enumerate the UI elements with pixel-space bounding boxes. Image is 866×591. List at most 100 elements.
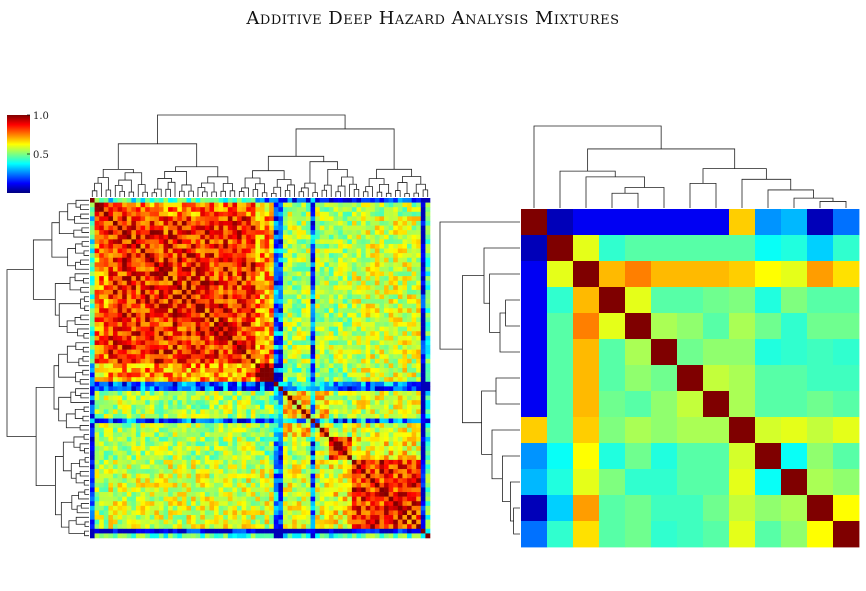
heatmap-cell	[204, 303, 210, 309]
heatmap-cell	[351, 248, 357, 254]
heatmap-cell	[292, 469, 298, 474]
heatmap-cell	[310, 363, 316, 369]
heatmap-cell	[269, 354, 275, 360]
heatmap-cell	[108, 216, 114, 222]
heatmap-cell	[407, 432, 412, 438]
heatmap-cell	[250, 308, 256, 314]
heatmap-cell	[370, 239, 376, 245]
heatmap-cell	[388, 349, 394, 355]
heatmap-cell	[209, 404, 215, 410]
heatmap-cell	[425, 289, 431, 295]
heatmap-cell	[227, 496, 233, 502]
heatmap-cell	[411, 230, 417, 236]
heatmap-cell	[218, 340, 224, 346]
heatmap-cell	[94, 404, 100, 410]
heatmap-cell	[269, 243, 275, 249]
heatmap-cell	[209, 248, 215, 254]
heatmap-cell	[112, 248, 118, 254]
heatmap-cell	[361, 413, 366, 419]
heatmap-cell	[361, 423, 366, 429]
heatmap-cell	[232, 317, 238, 323]
heatmap-cell	[287, 326, 293, 332]
heatmap-cell	[292, 459, 298, 465]
heatmap-cell	[181, 262, 187, 268]
heatmap-cell	[108, 469, 114, 474]
heatmap-cell	[177, 478, 183, 484]
heatmap-cell	[361, 381, 366, 387]
heatmap-cell	[232, 239, 238, 245]
heatmap-cell	[370, 390, 376, 396]
heatmap-cell	[287, 335, 293, 341]
heatmap-cell	[163, 299, 169, 304]
heatmap-cell	[117, 482, 123, 488]
heatmap-cell	[90, 459, 95, 465]
heatmap-cell	[218, 225, 224, 231]
heatmap-cell	[122, 262, 128, 268]
heatmap-cell	[384, 243, 389, 249]
heatmap-cell	[296, 450, 302, 456]
heatmap-cell	[209, 289, 215, 295]
heatmap-cell	[135, 368, 141, 373]
heatmap-cell	[278, 441, 284, 447]
heatmap-cell	[90, 354, 95, 360]
heatmap-cell	[324, 211, 330, 217]
heatmap-cell	[218, 253, 224, 259]
heatmap-cell	[278, 299, 284, 304]
heatmap-cell	[338, 239, 343, 245]
heatmap-cell	[122, 280, 128, 286]
heatmap-cell	[411, 335, 417, 341]
heatmap-cell	[117, 271, 123, 277]
heatmap-cell	[338, 395, 343, 401]
heatmap-cell	[264, 198, 270, 203]
heatmap-cell	[241, 331, 247, 337]
heatmap-cell	[269, 482, 275, 488]
heatmap-cell	[328, 211, 334, 217]
heatmap-cell	[186, 478, 192, 484]
heatmap-cell	[122, 441, 128, 447]
heatmap-cell	[90, 349, 95, 355]
heatmap-cell	[425, 331, 431, 337]
heatmap-cell	[388, 464, 394, 470]
heatmap-cell	[356, 317, 362, 323]
heatmap-cell	[328, 276, 334, 281]
heatmap-cell	[172, 280, 178, 286]
heatmap-cell	[99, 198, 105, 203]
heatmap-cell	[416, 386, 422, 392]
heatmap-cell	[237, 322, 242, 327]
heatmap-cell	[296, 234, 302, 240]
heatmap-cell	[255, 478, 261, 484]
heatmap-cell	[393, 368, 399, 373]
heatmap-cell	[158, 312, 164, 318]
heatmap-cell	[218, 413, 224, 419]
heatmap-cell	[416, 464, 422, 470]
heatmap-cell	[420, 354, 426, 360]
heatmap-cell	[278, 285, 284, 291]
heatmap-cell	[108, 372, 114, 378]
heatmap-cell	[397, 381, 403, 387]
heatmap-cell	[324, 202, 330, 208]
heatmap-cell	[310, 340, 316, 346]
heatmap-cell	[365, 248, 371, 254]
heatmap-cell	[250, 390, 256, 396]
heatmap-cell	[260, 243, 265, 249]
heatmap-cell	[273, 280, 279, 286]
heatmap-cell	[310, 234, 316, 240]
heatmap-cell	[181, 487, 187, 493]
heatmap-cell	[393, 478, 399, 484]
heatmap-cell	[135, 482, 141, 488]
heatmap-cell	[338, 322, 343, 327]
heatmap-cell	[140, 285, 146, 291]
heatmap-cell	[305, 266, 311, 272]
heatmap-cell	[246, 202, 252, 208]
heatmap-cell	[246, 478, 252, 484]
heatmap-cell	[149, 381, 155, 387]
heatmap-cell	[214, 266, 219, 272]
heatmap-cell	[402, 418, 408, 424]
heatmap-cell	[397, 432, 403, 438]
heatmap-cell	[214, 225, 219, 231]
heatmap-cell	[411, 478, 417, 484]
heatmap-cell	[305, 487, 311, 493]
heatmap-cell	[99, 202, 105, 208]
heatmap-cell	[420, 257, 426, 263]
heatmap-cell	[131, 390, 137, 396]
